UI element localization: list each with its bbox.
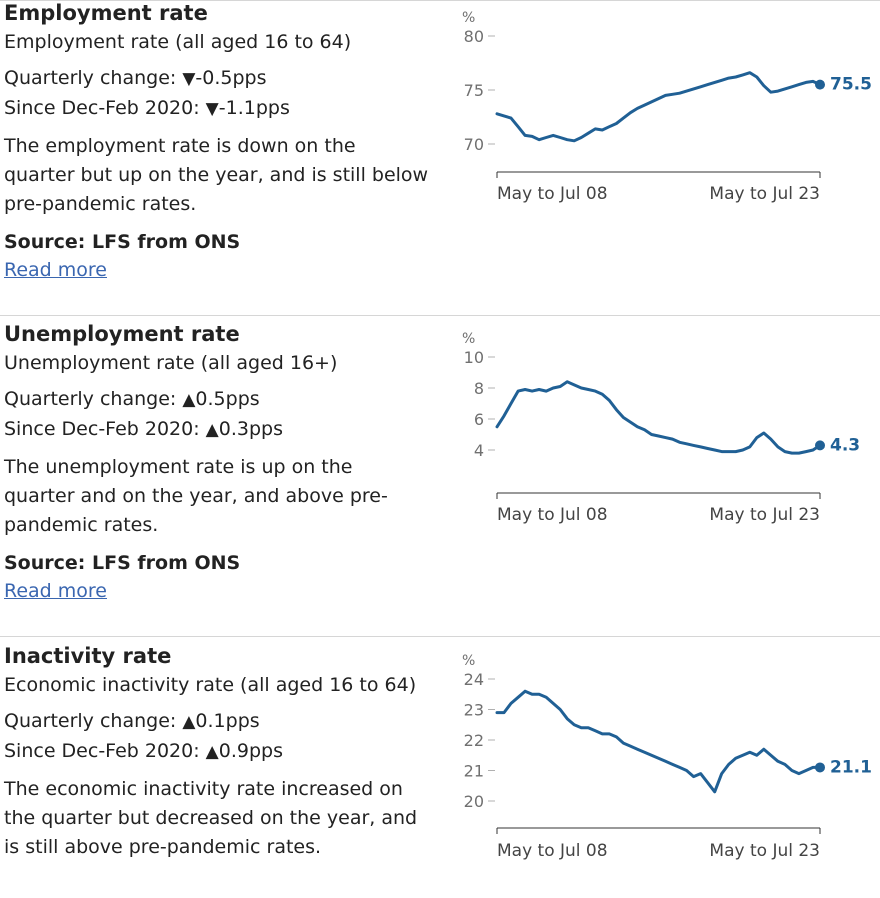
unemployment-source: Source: LFS from ONS: [4, 552, 241, 574]
x-tick-label-end: May to Jul 23: [709, 184, 820, 204]
unemployment-stats: Quarterly change: ▲0.5pps Since Dec-Feb …: [4, 385, 429, 445]
end-value-label: 75.5: [830, 75, 872, 95]
y-unit-label: %: [462, 10, 475, 26]
unemployment-chart: %10 8 6 4 May to Jul 08 May to Jul 23 4.3: [462, 331, 860, 525]
x-tick-label-end: May to Jul 23: [709, 505, 820, 525]
quarterly-change-value: 0.5pps: [195, 388, 260, 410]
employment-stats: Quarterly change: ▼-0.5pps Since Dec-Feb…: [4, 64, 429, 124]
inactivity-stats: Quarterly change: ▲0.1pps Since Dec-Feb …: [4, 707, 429, 767]
y-tick-label: 70: [464, 135, 484, 154]
y-tick-label: 4: [474, 441, 484, 460]
employment-read-more-link[interactable]: Read more: [4, 259, 107, 281]
section-divider: [0, 315, 880, 316]
since-change-value: 0.9pps: [218, 740, 283, 762]
unemployment-since-change: Since Dec-Feb 2020: ▲0.3pps: [4, 415, 429, 445]
since-change-value: 0.3pps: [218, 418, 283, 440]
unemployment-title: Unemployment rate: [4, 322, 240, 346]
inactivity-quarterly-change: Quarterly change: ▲0.1pps: [4, 707, 429, 737]
inactivity-description: The economic inactivity rate increased o…: [4, 778, 418, 858]
end-value-label: 21.1: [830, 757, 872, 777]
y-tick-label: 21: [464, 762, 484, 781]
end-point: [815, 440, 825, 451]
y-tick-label: 23: [464, 701, 484, 720]
x-tick-label-end: May to Jul 23: [709, 841, 820, 861]
y-unit-label: %: [462, 653, 475, 669]
series-line: [495, 689, 822, 794]
employment-source: Source: LFS from ONS: [4, 231, 241, 253]
top-divider: [0, 0, 880, 1]
employment-quarterly-change: Quarterly change: ▼-0.5pps: [4, 64, 429, 94]
up-arrow-icon: ▲: [182, 390, 196, 410]
inactivity-text: Inactivity rate Economic inactivity rate…: [4, 643, 429, 862]
employment-text: Employment rate Employment rate (all age…: [4, 0, 429, 284]
since-change-label: Since Dec-Feb 2020:: [4, 97, 200, 119]
y-tick-label: 8: [474, 379, 484, 398]
up-arrow-icon: ▲: [205, 742, 219, 762]
since-change-label: Since Dec-Feb 2020:: [4, 418, 200, 440]
since-change-value: -1.1pps: [218, 97, 290, 119]
y-tick-label: 24: [464, 670, 484, 689]
y-tick-label: 80: [464, 27, 484, 46]
inactivity-subtitle: Economic inactivity rate (all aged 16 to…: [4, 674, 417, 696]
since-change-label: Since Dec-Feb 2020:: [4, 740, 200, 762]
inactivity-title: Inactivity rate: [4, 644, 172, 668]
quarterly-change-label: Quarterly change:: [4, 67, 177, 89]
y-tick-label: 6: [474, 410, 484, 429]
section-divider: [0, 636, 880, 637]
end-value-label: 4.3: [830, 435, 860, 455]
unemployment-read-more-link[interactable]: Read more: [4, 580, 107, 602]
employment-title: Employment rate: [4, 1, 208, 25]
unemployment-description: The unemployment rate is up on the quart…: [4, 456, 388, 536]
unemployment-quarterly-change: Quarterly change: ▲0.5pps: [4, 385, 429, 415]
x-tick-label-start: May to Jul 08: [497, 184, 608, 204]
end-point: [815, 762, 825, 773]
employment-since-change: Since Dec-Feb 2020: ▼-1.1pps: [4, 94, 429, 124]
series-line: [495, 380, 822, 455]
y-tick-label: 22: [464, 731, 484, 750]
down-arrow-icon: ▼: [182, 69, 196, 89]
quarterly-change-value: 0.1pps: [195, 710, 260, 732]
quarterly-change-label: Quarterly change:: [4, 388, 177, 410]
y-tick-label: 20: [464, 792, 484, 811]
employment-description: The employment rate is down on the quart…: [4, 135, 429, 215]
inactivity-chart: %24 23 22 21 20 May to Jul 08 May to Jul 23 21.…: [462, 653, 872, 861]
employment-chart: %80 75 70 May to Jul 08 May to Jul 23 75.5: [462, 10, 872, 204]
up-arrow-icon: ▲: [205, 420, 219, 440]
unemployment-subtitle: Unemployment rate (all aged 16+): [4, 352, 338, 374]
up-arrow-icon: ▲: [182, 712, 196, 732]
x-tick-label-start: May to Jul 08: [497, 505, 608, 525]
y-tick-label: 75: [464, 81, 484, 100]
unemployment-text: Unemployment rate Unemployment rate (all…: [4, 321, 429, 605]
quarterly-change-value: -0.5pps: [195, 67, 267, 89]
end-point: [815, 79, 825, 90]
x-tick-label-start: May to Jul 08: [497, 841, 608, 861]
y-tick-label: 10: [464, 348, 484, 367]
employment-subtitle: Employment rate (all aged 16 to 64): [4, 31, 352, 53]
quarterly-change-label: Quarterly change:: [4, 710, 177, 732]
series-line: [495, 71, 822, 143]
inactivity-since-change: Since Dec-Feb 2020: ▲0.9pps: [4, 737, 429, 767]
down-arrow-icon: ▼: [205, 99, 219, 119]
y-unit-label: %: [462, 331, 475, 347]
